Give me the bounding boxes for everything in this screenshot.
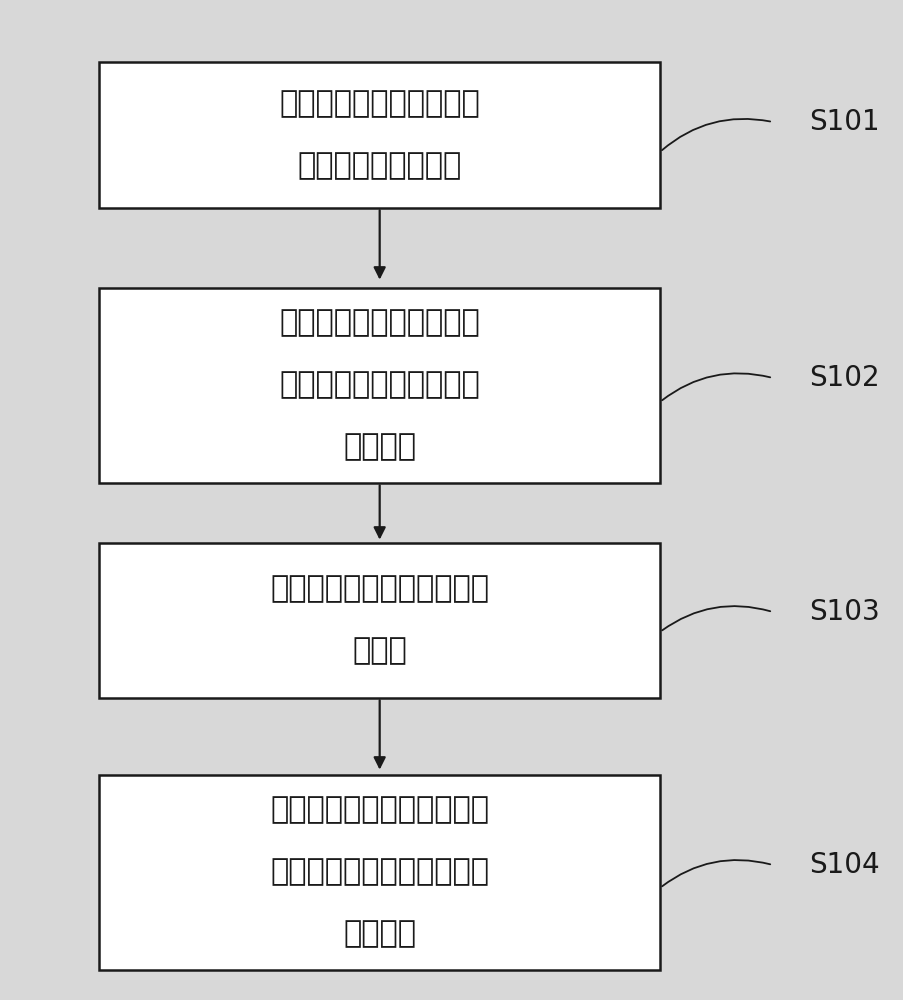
Text: S101: S101 [808, 108, 879, 136]
Text: 次电化学插层和膨胀获得: 次电化学插层和膨胀获得 [279, 370, 479, 399]
Text: 法制备初始石墨电极: 法制备初始石墨电极 [297, 151, 461, 180]
Text: 利用含硫酸电解液进行一: 利用含硫酸电解液进行一 [279, 308, 479, 338]
Text: 电化学插层和膨胀，获得薄: 电化学插层和膨胀，获得薄 [270, 857, 489, 886]
Text: 利用含硫酸电解液进行二次: 利用含硫酸电解液进行二次 [270, 796, 489, 824]
Text: 墨电极: 墨电极 [352, 636, 406, 666]
Bar [99, 774, 659, 970]
Text: S102: S102 [808, 364, 879, 392]
Bar [99, 62, 659, 208]
Text: 将膨胀石墨压片制成二次石: 将膨胀石墨压片制成二次石 [270, 574, 489, 603]
Text: 层石墨烯: 层石墨烯 [343, 920, 415, 948]
Text: 将高纯石墨做原料，压力: 将高纯石墨做原料，压力 [279, 90, 479, 118]
Text: S104: S104 [808, 851, 879, 879]
Text: 膨胀石墨: 膨胀石墨 [343, 432, 415, 462]
Text: S103: S103 [808, 598, 879, 626]
Bar [99, 542, 659, 698]
Bar [99, 288, 659, 483]
